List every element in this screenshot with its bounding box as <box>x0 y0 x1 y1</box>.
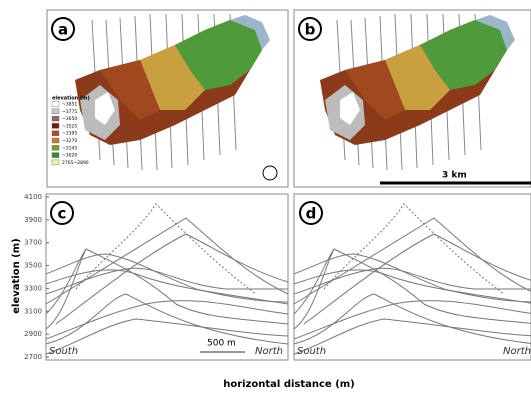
legend-swatch <box>51 123 60 129</box>
legend-swatch <box>51 145 60 151</box>
y-tick-label: 4100 <box>24 193 42 201</box>
legend-item: ~3145 <box>62 145 77 151</box>
panel-label: c <box>58 205 67 223</box>
y-tick-label: 2700 <box>24 353 42 361</box>
scale-label: 500 m <box>207 339 236 349</box>
x-axis-label: horizontal distance (m) <box>223 379 355 390</box>
legend-item: ~3395 <box>62 131 77 137</box>
legend-swatch <box>51 137 60 144</box>
legend-swatch <box>51 130 60 136</box>
legend-item: 2765~2890 <box>62 160 89 166</box>
panel-label: d <box>306 205 317 223</box>
legend-title: elevation (m) <box>52 96 90 102</box>
label-circle <box>298 17 322 41</box>
legend-item: ~3270 <box>62 138 77 144</box>
label-circle <box>299 201 323 225</box>
label-circle <box>50 201 74 225</box>
scale-label: 3 km <box>442 171 467 181</box>
legend-item: ~3775 <box>62 109 77 115</box>
y-axis-label: elevation (m) <box>11 238 22 314</box>
legend-swatch <box>51 108 60 115</box>
legend-swatch <box>51 152 60 158</box>
y-tick-label: 3300 <box>24 284 42 292</box>
panel-b: b 3 km <box>293 9 531 188</box>
panel-d: d South North <box>293 193 531 361</box>
legend-swatch <box>51 115 60 122</box>
y-tick-label: 2900 <box>24 330 42 338</box>
north-label: North <box>503 346 531 357</box>
legend-swatch <box>51 101 60 107</box>
label-circle <box>51 17 75 41</box>
legend: ~3851~3775~3650~3525 ~3395~3270~3145 ~3020… <box>51 101 89 166</box>
south-label: South <box>49 346 78 357</box>
north-label: North <box>255 346 283 357</box>
panel-frame <box>293 193 531 361</box>
y-tick-label: 3500 <box>24 262 42 270</box>
y-tick-label: 3900 <box>24 216 42 224</box>
y-axis: 4100 3900 3700 3500 3300 3100 2900 2700 <box>24 193 49 361</box>
south-label: South <box>297 346 326 357</box>
panel-a: a elevation (m) ~3851~3775~3650~3525 ~339… <box>46 9 289 188</box>
legend-item: ~3020 <box>62 153 77 159</box>
north-arrow <box>262 165 278 181</box>
panel-c: c South North 500 m 4100 3900 3700 3500 3300… <box>24 193 289 361</box>
panel-label: b <box>305 21 316 39</box>
y-tick-label: 3700 <box>24 239 42 247</box>
panel-label: a <box>58 21 68 39</box>
legend-swatch <box>51 159 60 166</box>
legend-item: ~3851 <box>62 102 77 108</box>
legend-item: ~3525 <box>62 123 77 129</box>
legend-item: ~3650 <box>62 116 77 122</box>
y-tick-label: 3100 <box>24 307 42 315</box>
